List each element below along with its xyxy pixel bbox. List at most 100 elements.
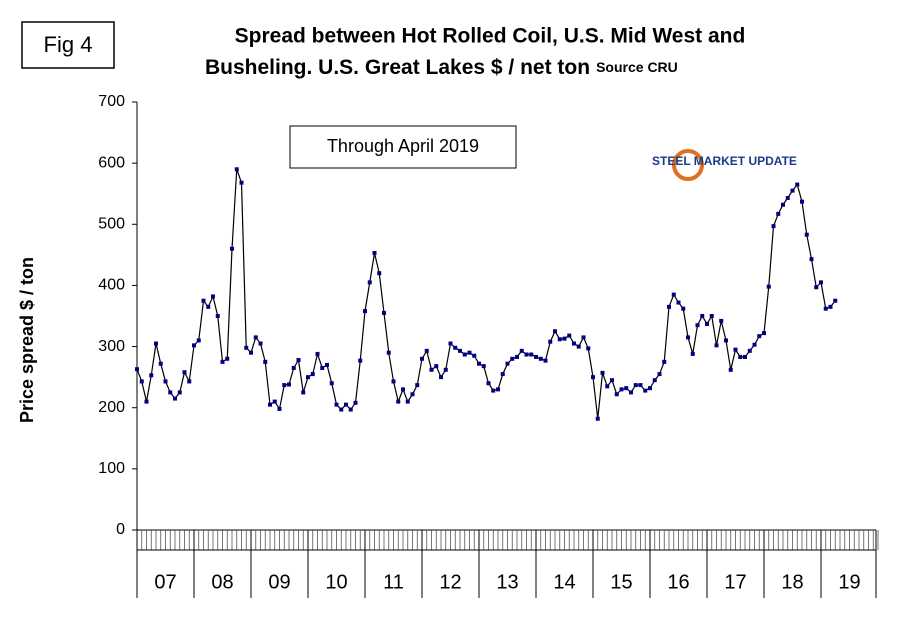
point <box>372 251 377 256</box>
point <box>700 314 705 318</box>
point <box>809 257 814 262</box>
point <box>515 354 519 359</box>
point <box>486 381 491 386</box>
point <box>491 388 496 393</box>
point <box>453 345 458 350</box>
annotation: Through April 2019 <box>327 136 479 156</box>
point <box>524 352 529 357</box>
x-group-label: 09 <box>268 571 290 593</box>
point <box>344 402 348 407</box>
point <box>329 381 334 386</box>
point <box>220 359 225 364</box>
x-group-label: 13 <box>496 571 518 593</box>
point <box>282 383 287 388</box>
point <box>443 367 448 372</box>
point <box>790 188 795 193</box>
logo-swoosh <box>672 149 704 181</box>
point <box>529 352 534 357</box>
point <box>477 361 481 366</box>
point <box>334 402 339 407</box>
y-tick-label: 200 <box>98 399 125 416</box>
point <box>543 358 548 363</box>
point <box>386 350 391 355</box>
point <box>814 285 819 290</box>
point <box>652 378 657 383</box>
point <box>795 182 800 187</box>
point <box>215 314 220 318</box>
point <box>301 390 306 395</box>
point <box>287 382 291 387</box>
point <box>325 362 329 367</box>
point <box>234 167 239 172</box>
point <box>624 386 629 391</box>
point <box>562 336 567 341</box>
chart-title-line: Busheling. U.S. Great Lakes $ / net ton <box>205 56 590 79</box>
point <box>800 199 804 204</box>
point <box>785 195 790 200</box>
point <box>709 314 714 318</box>
x-group-label: 19 <box>838 571 860 593</box>
point <box>158 361 163 366</box>
point <box>201 298 206 303</box>
point <box>595 416 600 421</box>
point <box>633 383 638 388</box>
point <box>244 345 249 350</box>
point <box>472 353 477 358</box>
point <box>828 304 833 309</box>
fig-box <box>21 21 115 69</box>
point <box>458 348 462 353</box>
x-group-label: 14 <box>553 571 575 593</box>
point <box>196 338 201 343</box>
point <box>135 367 139 372</box>
point <box>168 390 173 395</box>
point <box>553 329 557 334</box>
point <box>610 378 614 383</box>
point <box>605 384 610 389</box>
point <box>230 246 234 251</box>
chart-title: Spread between Hot Rolled Coil, U.S. Mid… <box>235 25 746 48</box>
point <box>315 351 320 356</box>
point <box>781 202 785 207</box>
y-tick-label: 500 <box>98 216 125 233</box>
point <box>391 379 396 384</box>
point <box>638 383 643 388</box>
x-group-label: 18 <box>781 571 803 593</box>
point <box>567 333 572 338</box>
point <box>192 343 196 348</box>
point <box>439 375 443 380</box>
point <box>629 390 633 395</box>
point <box>576 344 581 349</box>
point <box>510 356 515 361</box>
point <box>206 304 211 309</box>
point <box>752 342 757 347</box>
y-tick-label: 400 <box>98 277 125 294</box>
point <box>833 298 838 303</box>
point <box>695 323 700 328</box>
point <box>496 387 500 392</box>
point <box>676 300 681 305</box>
point <box>505 361 510 366</box>
point <box>538 356 543 361</box>
point <box>743 354 747 359</box>
chart-title: Busheling. U.S. Great Lakes $ / net ton S… <box>205 56 678 79</box>
y-tick-label: 100 <box>98 460 125 477</box>
point <box>757 334 762 339</box>
point <box>771 224 776 229</box>
point <box>747 348 752 353</box>
point <box>320 365 325 370</box>
point <box>671 292 676 297</box>
point <box>163 379 168 384</box>
x-group-label: 16 <box>667 571 689 593</box>
x-group-label: 10 <box>325 571 347 593</box>
point <box>187 379 192 384</box>
point <box>401 387 405 392</box>
line <box>136 169 836 419</box>
point <box>339 407 344 412</box>
point <box>424 348 429 353</box>
point <box>728 367 733 372</box>
y-tick-label: 600 <box>98 154 125 171</box>
point <box>239 180 244 185</box>
point <box>144 399 149 404</box>
x-group-label: 12 <box>439 571 461 593</box>
